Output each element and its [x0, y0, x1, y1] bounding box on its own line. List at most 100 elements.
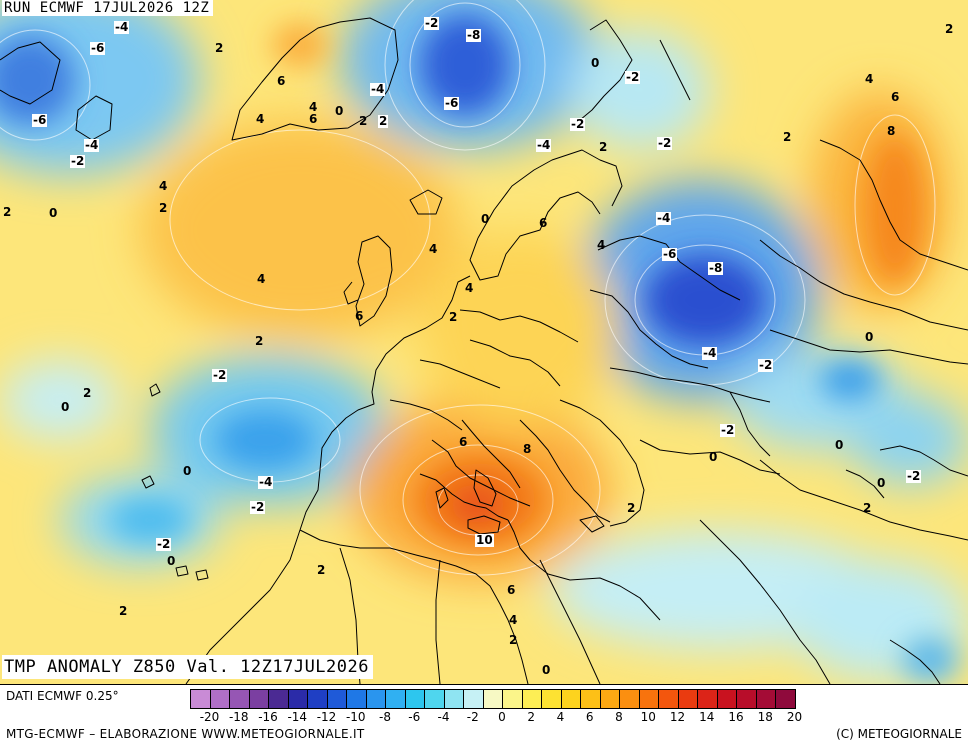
colorbar-tick-label: 6 — [585, 710, 594, 724]
colorbar-swatch — [561, 690, 581, 708]
contour-label: 2 — [255, 334, 264, 348]
anomaly-field-cores — [0, 15, 958, 682]
colorbar-tick-label: 0 — [498, 710, 506, 724]
credit-label: MTG-ECMWF – ELABORAZIONE WWW.METEOGIORNA… — [6, 727, 365, 741]
colorbar-tick-label: 10 — [640, 710, 656, 724]
colorbar-swatch — [288, 690, 308, 708]
contour-label: -6 — [90, 41, 106, 55]
colorbar-swatch — [483, 690, 503, 708]
colorbar-tick-label: -14 — [287, 710, 308, 724]
contour-label: 0 — [835, 438, 844, 452]
contour-label: 6 — [539, 216, 548, 230]
colorbar-swatch — [230, 690, 250, 708]
contour-label: 4 — [597, 238, 606, 252]
contour-label: -4 — [370, 82, 386, 96]
colorbar-swatch — [678, 690, 698, 708]
contour-label: 2 — [159, 201, 168, 215]
contour-label: -2 — [70, 154, 86, 168]
colorbar-swatch — [210, 690, 230, 708]
contour-label: 0 — [61, 400, 70, 414]
contour-label: 0 — [709, 450, 718, 464]
contour-label: -4 — [258, 475, 274, 489]
colorbar-swatch — [425, 690, 445, 708]
colorbar-swatch — [581, 690, 601, 708]
colorbar-tick-label: 18 — [757, 710, 773, 724]
contour-label: -2 — [906, 469, 922, 483]
contour-label: -2 — [720, 423, 736, 437]
colorbar-tick-label: -8 — [379, 710, 391, 724]
colorbar-swatch — [347, 690, 367, 708]
contour-label: 0 — [183, 464, 192, 478]
contour-label: -2 — [625, 70, 641, 84]
colorbar-swatch — [717, 690, 737, 708]
colorbar-swatch — [620, 690, 640, 708]
colorbar-tick-label: -18 — [228, 710, 249, 724]
contour-label: -2 — [758, 358, 774, 372]
contour-label: -2 — [250, 500, 266, 514]
contour-label: -2 — [424, 16, 440, 30]
colorbar-tick-label: -6 — [408, 710, 421, 724]
contour-label: 8 — [523, 442, 532, 456]
contour-label: 6 — [459, 435, 468, 449]
contour-label: 4 — [256, 112, 265, 126]
contour-label: -4 — [84, 138, 100, 152]
contour-label: 4 — [509, 613, 518, 627]
contour-label: 2 — [378, 114, 389, 128]
contour-label: 4 — [159, 179, 168, 193]
contour-label: 2 — [863, 501, 872, 515]
contour-label: -2 — [657, 136, 673, 150]
map-canvas — [0, 0, 968, 684]
contour-label: -2 — [570, 117, 586, 131]
contour-label: 6 — [309, 112, 318, 126]
map-title: TMP ANOMALY Z850 Val. 12Z17JUL2026 — [2, 655, 373, 679]
colorbar-swatch — [366, 690, 386, 708]
contour-label: 2 — [359, 114, 368, 128]
colorbar-tick-label: 16 — [728, 710, 744, 724]
contour-label: 6 — [355, 309, 364, 323]
colorbar-swatch — [269, 690, 289, 708]
colorbar-swatch — [503, 690, 523, 708]
colorbar-swatch — [444, 690, 464, 708]
contour-label: 4 — [309, 100, 318, 114]
contour-label: 2 — [783, 130, 792, 144]
colorbar-tick-label: -12 — [316, 710, 337, 724]
contour-label: -4 — [536, 138, 552, 152]
contour-label: 2 — [317, 563, 326, 577]
contour-label: 4 — [429, 242, 438, 256]
contour-label: 10 — [475, 533, 494, 547]
colorbar-tick-label: -16 — [258, 710, 278, 724]
colorbar-swatch — [249, 690, 269, 708]
contour-label: 2 — [3, 205, 12, 219]
contour-label: -4 — [114, 20, 130, 34]
colorbar-tick-label: -4 — [437, 710, 450, 724]
colorbar-swatch — [756, 690, 776, 708]
colorbar-swatch — [737, 690, 757, 708]
colorbar-swatch — [522, 690, 542, 708]
coastlines-borders — [0, 17, 968, 684]
colorbar-tick-label: -2 — [466, 710, 479, 724]
contour-label: 8 — [887, 124, 896, 138]
colorbar-swatch — [464, 690, 484, 708]
contour-label: 0 — [877, 476, 886, 490]
colorbar-swatch — [639, 690, 659, 708]
contour-label: -6 — [662, 247, 678, 261]
contour-label: 0 — [49, 206, 58, 220]
colorbar-tick-label: 12 — [669, 710, 686, 724]
contour-label: 2 — [449, 310, 458, 324]
footer: DATI ECMWF 0.25° -20 -18 -16 -14 -12 -10 -8 -6-… — [0, 684, 968, 746]
contour-label: 0 — [542, 663, 551, 677]
colorbar-tick-label: 14 — [699, 710, 715, 724]
contour-label: 2 — [83, 386, 92, 400]
contour-label: 4 — [865, 72, 874, 86]
contour-label: 4 — [257, 272, 266, 286]
contour-label: -2 — [156, 537, 172, 551]
colorbar-swatch — [600, 690, 620, 708]
colorbar-tick-label: 20 — [786, 710, 803, 724]
colorbar — [190, 689, 796, 709]
colorbar-swatch — [308, 690, 328, 708]
contour-label: 0 — [481, 212, 490, 226]
contour-label: 2 — [509, 633, 518, 647]
colorbar-swatch — [542, 690, 562, 708]
contour-label: 6 — [277, 74, 286, 88]
colorbar-swatch — [386, 690, 406, 708]
